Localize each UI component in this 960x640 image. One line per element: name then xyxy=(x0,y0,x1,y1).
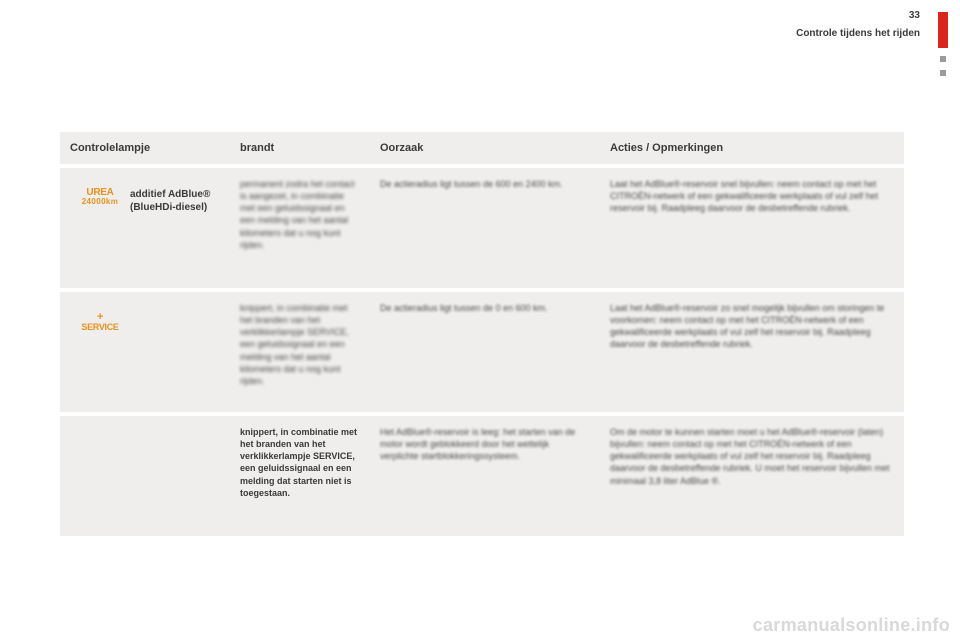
col-header-cause: Oorzaak xyxy=(370,132,600,166)
state-cell-1: permanent zodra het contact is aangezet,… xyxy=(230,166,370,290)
action-cell-1: Laat het AdBlue®-reservoir snel bijvulle… xyxy=(600,166,904,290)
side-dot-2 xyxy=(940,70,946,76)
state-cell-3: knippert, in combinatie met het branden … xyxy=(230,414,370,538)
lamp-label-spacer-2 xyxy=(130,426,220,526)
page-number: 33 xyxy=(909,10,920,21)
action-cell-2: Laat het AdBlue®-reservoir zo snel mogel… xyxy=(600,290,904,414)
service-plus-icon: + SERVICE xyxy=(70,302,130,402)
service-icon-label: SERVICE xyxy=(81,323,118,332)
side-dot-1 xyxy=(940,56,946,62)
lamp-cell-1: UREA 24000km additief AdBlue® (BlueHDi-d… xyxy=(60,166,230,290)
watermark: carmanualsonline.info xyxy=(753,615,950,636)
urea-icon-label-bottom: 24000km xyxy=(82,198,119,206)
table-row: knippert, in combinatie met het branden … xyxy=(60,414,904,538)
lamp-cell-3 xyxy=(60,414,230,538)
action-cell-3: Om de motor te kunnen starten moet u het… xyxy=(600,414,904,538)
table-row: + SERVICE knippert, in combinatie met he… xyxy=(60,290,904,414)
cause-cell-2: De actieradius ligt tussen de 0 en 600 k… xyxy=(370,290,600,414)
col-header-lamp: Controlelampje xyxy=(60,132,230,166)
lamp-group-label: additief AdBlue® (BlueHDi-diesel) xyxy=(130,178,220,278)
lamp-icon-empty xyxy=(70,426,130,526)
warning-lamp-table: Controlelampje brandt Oorzaak Acties / O… xyxy=(60,132,904,540)
urea-icon: UREA 24000km xyxy=(70,178,130,278)
cause-cell-3: Het AdBlue®-reservoir is leeg: het start… xyxy=(370,414,600,538)
state-cell-2: knippert, in combinatie met het branden … xyxy=(230,290,370,414)
cause-cell-1: De actieradius ligt tussen de 600 en 240… xyxy=(370,166,600,290)
lamp-label-spacer xyxy=(130,302,220,402)
table-row: UREA 24000km additief AdBlue® (BlueHDi-d… xyxy=(60,166,904,290)
table-header-row: Controlelampje brandt Oorzaak Acties / O… xyxy=(60,132,904,166)
section-title: Controle tijdens het rijden xyxy=(796,28,920,39)
col-header-state: brandt xyxy=(230,132,370,166)
side-tab-red xyxy=(938,12,948,48)
lamp-cell-2: + SERVICE xyxy=(60,290,230,414)
col-header-action: Acties / Opmerkingen xyxy=(600,132,904,166)
